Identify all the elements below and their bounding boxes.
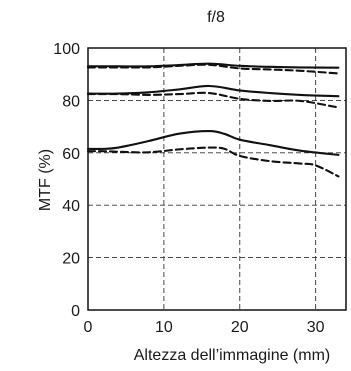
- x-tick-label: 30: [307, 319, 325, 336]
- x-tick-labels: 0 10 20 30: [84, 319, 325, 336]
- grid-lines: [88, 48, 346, 310]
- series-line-2-dashed: [86, 63, 340, 75]
- chart-title: f/8: [207, 9, 225, 26]
- plot-frame: [87, 47, 347, 311]
- x-tick-label: 0: [84, 319, 93, 336]
- series-group: [86, 62, 340, 178]
- y-tick-label: 60: [62, 146, 80, 163]
- series-line-4-dashed: [86, 91, 340, 109]
- y-tick-labels: 0 20 40 60 80 100: [53, 41, 80, 320]
- y-tick-label: 80: [62, 93, 80, 110]
- x-axis-label: Altezza dell’immagine (mm): [134, 347, 331, 364]
- x-tick-label: 10: [155, 319, 173, 336]
- y-tick-label: 0: [71, 303, 80, 320]
- y-tick-label: 40: [62, 198, 80, 215]
- series-line-6-dashed: [86, 146, 340, 178]
- y-tick-label: 20: [62, 251, 80, 268]
- series-line-5-solid: [86, 129, 340, 156]
- y-tick-label: 100: [53, 41, 80, 58]
- y-axis-label: MTF (%): [37, 149, 54, 211]
- x-tick-label: 20: [231, 319, 249, 336]
